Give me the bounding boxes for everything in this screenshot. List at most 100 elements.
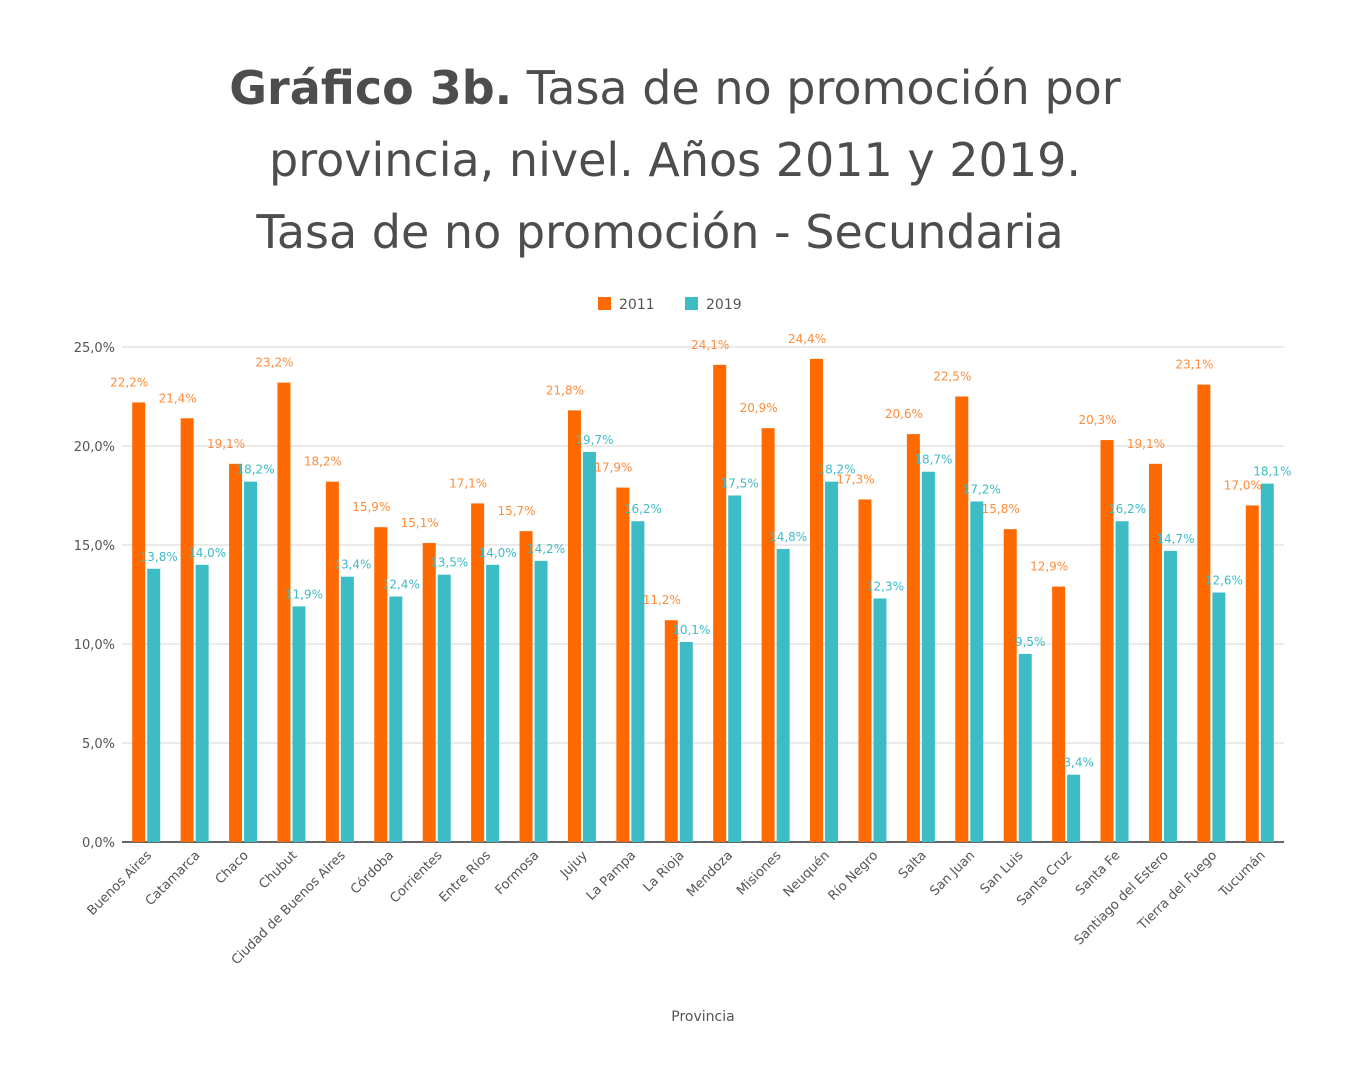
- bar-2011: [1197, 384, 1211, 842]
- bar-2019: [389, 596, 403, 842]
- data-label-2019: 18,2%: [817, 463, 855, 477]
- data-label-2011: 15,1%: [401, 516, 439, 530]
- data-label-2011: 22,2%: [110, 375, 148, 389]
- bar-2011: [1245, 505, 1259, 842]
- data-label-2019: 10,1%: [672, 623, 710, 637]
- bar-2011: [277, 382, 291, 842]
- data-label-2011: 20,9%: [740, 401, 778, 415]
- bar-2011: [132, 402, 146, 842]
- bar-2011: [906, 434, 920, 842]
- data-label-2011: 11,2%: [643, 593, 681, 607]
- data-label-2019: 13,5%: [430, 556, 468, 570]
- data-label-2019: 18,1%: [1253, 465, 1291, 479]
- data-label-2011: 19,1%: [207, 437, 245, 451]
- x-tick-label: Mendoza: [684, 848, 736, 900]
- bar-2011: [713, 364, 727, 842]
- title-line-2: provincia, nivel. Años 2011 y 2019.: [269, 133, 1081, 187]
- x-tick-label: San Luis: [978, 848, 1027, 897]
- bar-2011: [1052, 586, 1066, 842]
- data-label-2011: 21,4%: [159, 391, 197, 405]
- data-label-2019: 12,6%: [1205, 574, 1243, 588]
- data-label-2019: 16,2%: [624, 502, 662, 516]
- x-tick-label: Chubut: [256, 848, 300, 892]
- data-label-2011: 21,8%: [546, 383, 584, 397]
- bar-2011: [229, 463, 243, 842]
- bar-2019: [534, 560, 548, 842]
- data-label-2019: 14,2%: [527, 542, 565, 556]
- data-label-2011: 12,9%: [1030, 560, 1068, 574]
- legend: 2011 2019: [598, 297, 742, 313]
- bar-2011: [664, 620, 678, 842]
- bar-2011: [955, 396, 969, 842]
- y-tick-label: 0,0%: [82, 836, 115, 851]
- x-tick-label: La Pampa: [584, 848, 639, 903]
- x-tick-label: Santiago del Estero: [1072, 848, 1172, 948]
- x-tick-label: Misiones: [734, 848, 784, 898]
- data-label-2011: 17,1%: [449, 476, 487, 490]
- data-label-2019: 11,9%: [285, 587, 323, 601]
- data-label-2019: 13,4%: [333, 558, 371, 572]
- y-tick-label: 25,0%: [74, 341, 115, 356]
- bar-2019: [340, 576, 354, 842]
- data-labels: 22,2% 13,8% 21,4% 14,0% 19,1% 18,2% 23,2% 11,9%…: [110, 332, 1291, 770]
- bar-2011: [325, 481, 339, 842]
- data-label-2011: 23,1%: [1175, 358, 1213, 372]
- data-label-2011: 17,9%: [594, 461, 632, 475]
- bar-2019: [679, 642, 693, 842]
- bar-2019: [631, 521, 645, 842]
- bar-2011: [471, 503, 485, 842]
- y-axis-ticks: 0,0% 5,0% 10,0% 15,0% 20,0% 25,0%: [74, 341, 115, 851]
- bar-2019: [244, 481, 258, 842]
- x-tick-label: Córdoba: [348, 848, 397, 897]
- bar-2019: [437, 574, 451, 842]
- data-label-2019: 14,7%: [1156, 532, 1194, 546]
- bar-2019: [292, 606, 306, 842]
- x-tick-label: Entre Ríos: [437, 848, 495, 906]
- title-line-1-rest: Tasa de no promoción por: [512, 61, 1121, 115]
- bar-2011: [422, 543, 436, 842]
- data-label-2011: 22,5%: [933, 370, 971, 384]
- data-label-2011: 17,0%: [1224, 478, 1262, 492]
- data-label-2019: 18,2%: [236, 463, 274, 477]
- data-label-2011: 20,6%: [885, 407, 923, 421]
- chart-title: Gráfico 3b. Tasa de no promoción por pro…: [0, 52, 1350, 268]
- data-label-2019: 9,5%: [1015, 635, 1046, 649]
- data-label-2019: 19,7%: [575, 433, 613, 447]
- data-label-2011: 17,3%: [836, 472, 874, 486]
- bar-2019: [1018, 653, 1032, 842]
- x-tick-label: Formosa: [493, 848, 543, 898]
- bar-2019: [728, 495, 742, 842]
- bar-2011: [1148, 463, 1162, 842]
- x-tick-label: San Juan: [927, 848, 978, 899]
- data-label-2019: 13,8%: [140, 550, 178, 564]
- bar-2019: [486, 564, 500, 842]
- x-tick-label: Salta: [896, 848, 930, 882]
- bar-2019: [1067, 774, 1081, 842]
- bar-2011: [374, 527, 388, 842]
- x-tick-label: La Rioja: [641, 848, 688, 895]
- data-label-2019: 3,4%: [1063, 756, 1094, 770]
- title-bold: Gráfico 3b.: [229, 61, 513, 115]
- y-tick-label: 5,0%: [82, 737, 115, 752]
- x-tick-label: Santa Fe: [1073, 848, 1124, 899]
- data-label-2019: 12,3%: [866, 579, 904, 593]
- bar-2019: [195, 564, 209, 842]
- bar-2019: [873, 598, 887, 842]
- data-label-2011: 24,1%: [691, 338, 729, 352]
- y-tick-label: 20,0%: [74, 440, 115, 455]
- data-label-2019: 17,5%: [721, 477, 759, 491]
- data-label-2019: 17,2%: [963, 482, 1001, 496]
- data-label-2019: 14,0%: [479, 546, 517, 560]
- x-tick-label: Chaco: [213, 848, 252, 887]
- x-tick-label: Jujuy: [557, 848, 591, 882]
- bar-2019: [776, 548, 790, 842]
- y-tick-label: 15,0%: [74, 539, 115, 554]
- bar-2011: [858, 499, 872, 842]
- data-label-2011: 15,7%: [497, 504, 535, 518]
- bar-2019: [921, 471, 935, 842]
- data-label-2019: 12,4%: [382, 577, 420, 591]
- data-label-2011: 18,2%: [304, 455, 342, 469]
- bar-2019: [1115, 521, 1129, 842]
- gridlines: [122, 346, 1284, 843]
